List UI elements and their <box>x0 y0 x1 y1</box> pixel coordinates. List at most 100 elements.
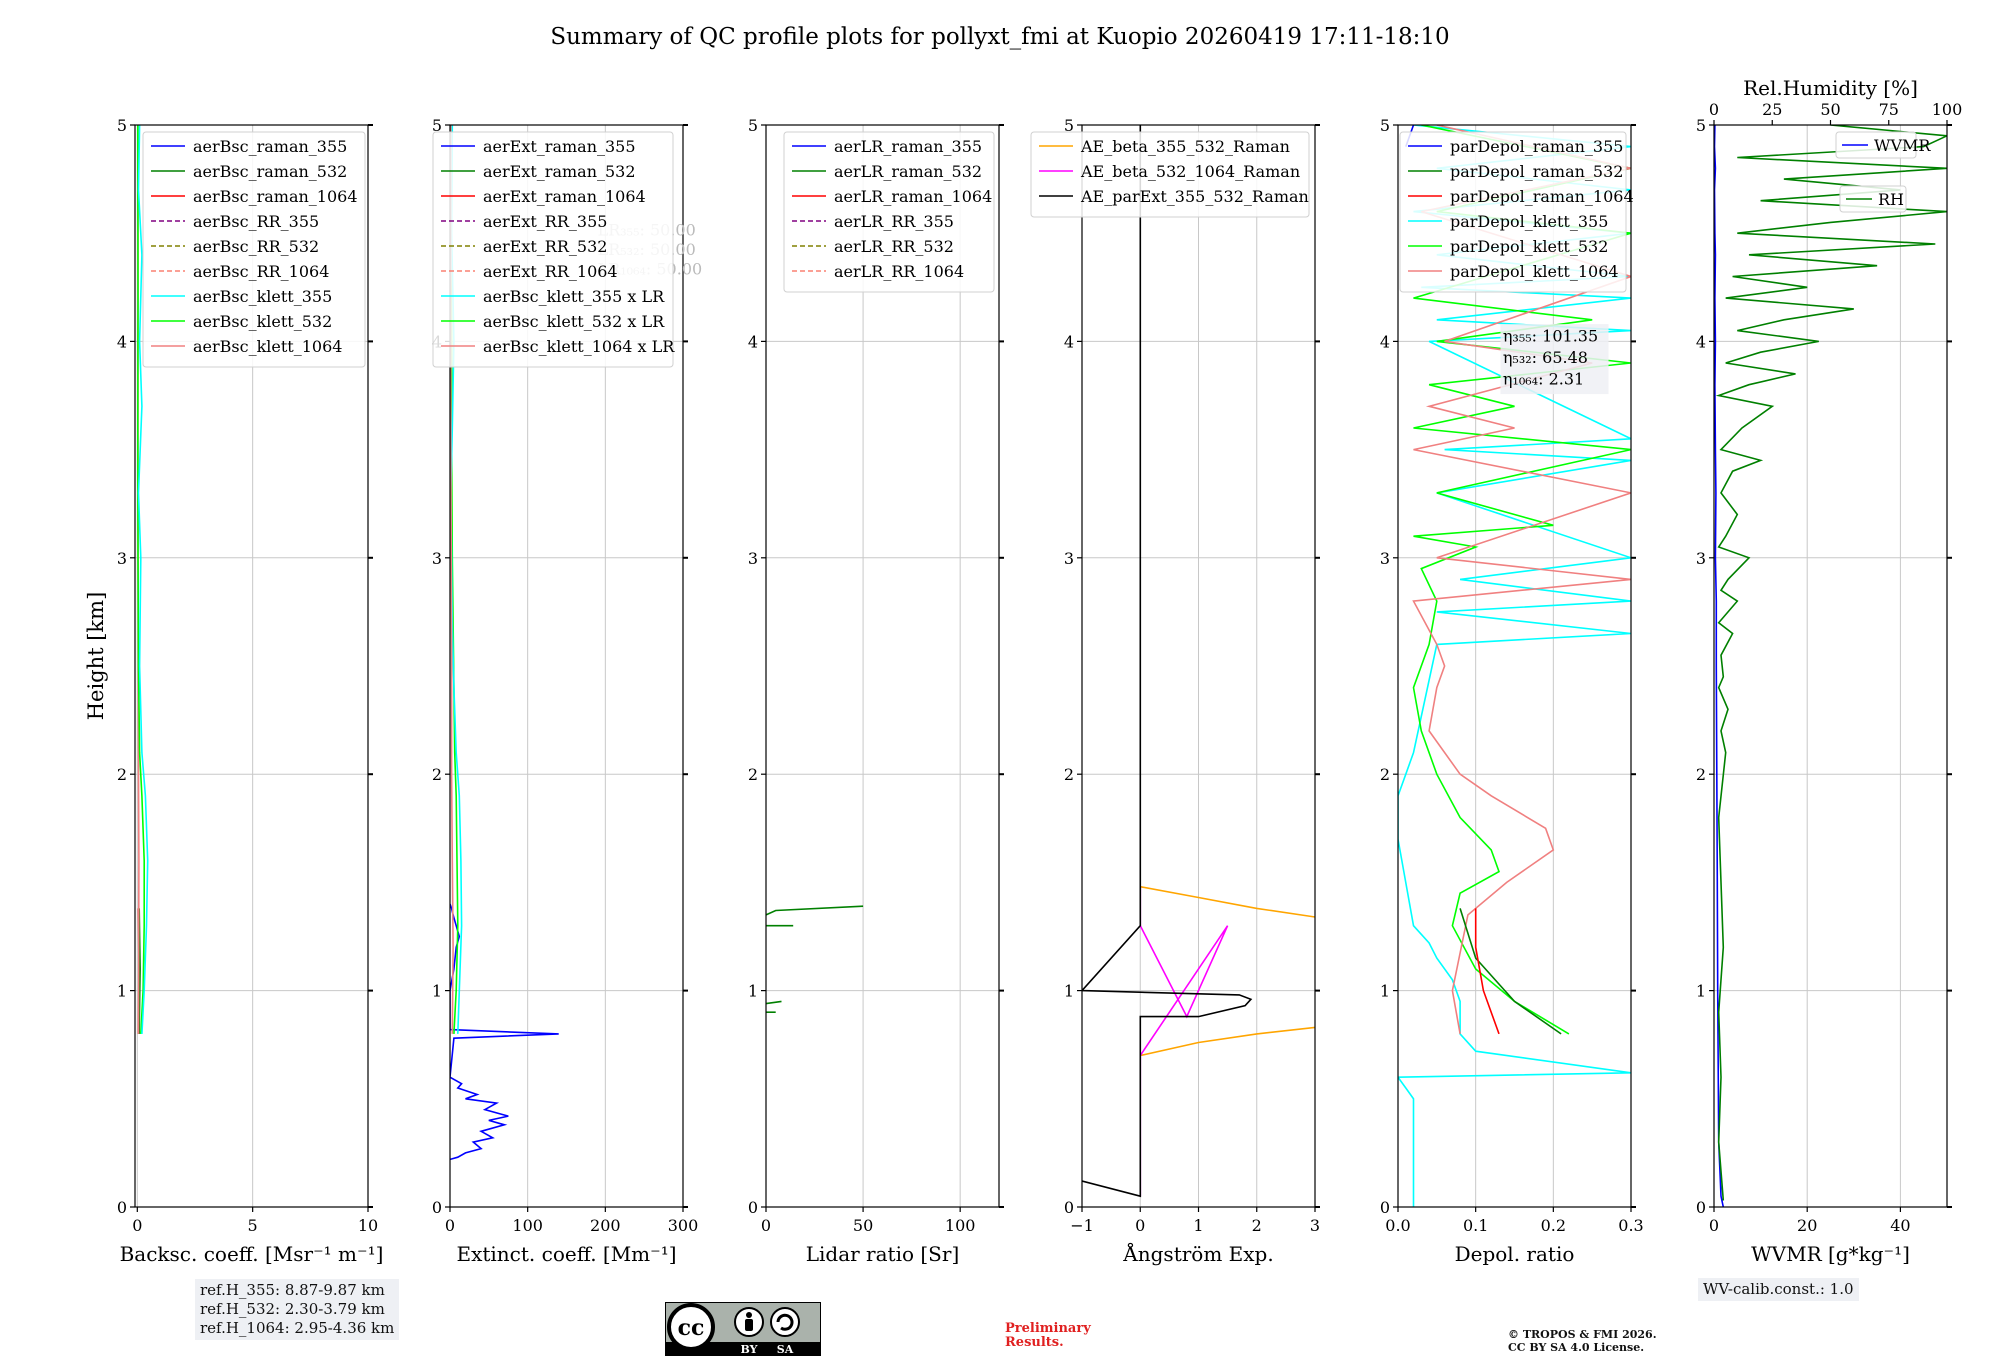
annotation-label: η₃₅₅: 101.35 <box>1503 326 1598 345</box>
x-tick-label: 0.1 <box>1463 1216 1488 1235</box>
y-tick-label: 3 <box>117 549 127 568</box>
legend-box <box>1839 185 1907 213</box>
top-x-tick-label: 50 <box>1820 100 1840 119</box>
y-tick-label: 1 <box>117 982 127 1001</box>
y-tick-label: 3 <box>432 549 442 568</box>
axes-frame <box>134 124 369 1208</box>
ref-height-355: ref.H_355: 8.87-9.87 km <box>200 1281 385 1299</box>
x-tick-label: 100 <box>945 1216 976 1235</box>
legend-label: parDepol_raman_1064 <box>1450 187 1634 206</box>
panel-ext: 0123450100200300Extinct. coeff. [Mm⁻¹]LR… <box>432 116 702 1266</box>
x-axis-label: Ångström Exp. <box>1122 1241 1273 1266</box>
legend-label: aerBsc_klett_1064 x LR <box>483 337 675 356</box>
x-tick-label: 300 <box>668 1216 699 1235</box>
y-tick-label: 5 <box>748 116 758 135</box>
x-tick-label: 0 <box>1135 1216 1145 1235</box>
x-tick-label: 200 <box>590 1216 621 1235</box>
legend-label: aerExt_RR_1064 <box>483 262 618 281</box>
legend-box <box>432 131 674 368</box>
legend-label: AE_beta_355_532_Raman <box>1080 137 1290 156</box>
axes-frame <box>449 124 684 1208</box>
x-tick-label: 3 <box>1310 1216 1320 1235</box>
y-tick-label: 0 <box>748 1198 758 1217</box>
legend-label: parDepol_raman_355 <box>1450 137 1623 156</box>
x-axis-label: Depol. ratio <box>1455 1242 1575 1266</box>
y-tick-label: 2 <box>117 765 127 784</box>
series-line <box>1459 908 1562 1035</box>
x-tick-label: 40 <box>1890 1216 1910 1235</box>
x-axis-label: Extinct. coeff. [Mm⁻¹] <box>456 1242 676 1266</box>
series-line <box>1139 886 1229 1197</box>
legend-label: aerExt_raman_355 <box>483 137 636 156</box>
y-axis-label: Height [km] <box>84 592 108 721</box>
legend-box <box>1835 131 1917 159</box>
legend-label: aerExt_raman_1064 <box>483 187 646 206</box>
x-tick-label: 10 <box>358 1216 378 1235</box>
cc-sa-label: SA <box>777 1343 794 1356</box>
legend-label: aerExt_RR_355 <box>483 212 607 231</box>
y-tick-label: 3 <box>1380 549 1390 568</box>
series-line <box>1140 1026 1315 1057</box>
x-tick-label: 0 <box>1709 1216 1719 1235</box>
legend-label: aerBsc_raman_355 <box>193 137 347 156</box>
y-tick-label: 0 <box>1696 1198 1706 1217</box>
legend-label: aerLR_RR_355 <box>834 212 954 231</box>
axes-frame <box>765 124 1000 1208</box>
legend-label: WVMR <box>1874 136 1931 155</box>
y-tick-label: 2 <box>748 765 758 784</box>
series-line <box>766 1000 782 1005</box>
series-line <box>137 125 149 1034</box>
ref-height-532: ref.H_532: 2.30-3.79 km <box>200 1300 385 1318</box>
legend-label: RH <box>1878 190 1904 209</box>
x-tick-label: 2 <box>1252 1216 1262 1235</box>
x-tick-label: 100 <box>512 1216 543 1235</box>
y-tick-label: 0 <box>1064 1198 1074 1217</box>
legend-label: aerLR_RR_1064 <box>834 262 964 281</box>
legend-label: aerBsc_klett_532 <box>193 312 332 331</box>
legend-label: aerLR_raman_1064 <box>834 187 992 206</box>
series-group <box>1714 125 1947 1207</box>
y-tick-label: 3 <box>748 549 758 568</box>
x-tick-label: 5 <box>248 1216 258 1235</box>
legend-label: aerLR_raman_532 <box>834 162 982 181</box>
legend-label: parDepol_klett_532 <box>1450 237 1608 256</box>
cc-license-badge: cc BY SA <box>665 1302 821 1356</box>
axes-frame <box>1397 124 1632 1208</box>
y-tick-label: 2 <box>1696 765 1706 784</box>
preliminary-line-1: Preliminary <box>1005 1321 1091 1336</box>
legend-box <box>783 131 995 293</box>
legend-label: aerBsc_RR_532 <box>193 237 319 256</box>
axes-frame <box>1713 124 1948 1208</box>
cc-by-label: BY <box>741 1343 758 1356</box>
x-axis-label: Backsc. coeff. [Msr⁻¹ m⁻¹] <box>120 1242 384 1266</box>
y-tick-label: 4 <box>117 332 127 351</box>
legend-label: aerBsc_klett_532 x LR <box>483 312 665 331</box>
x-tick-label: 0 <box>761 1216 771 1235</box>
y-tick-label: 5 <box>1380 116 1390 135</box>
series-line <box>1412 125 1631 1035</box>
panel-bsc: 0 1 2 3 4 5 0 5 10 Backsc. coeff. [Msr⁻¹ m⁻¹] aerB… <box>117 116 384 1266</box>
series-line <box>137 125 145 1034</box>
legend-label: aerBsc_RR_355 <box>193 212 319 231</box>
series-line <box>450 125 454 1034</box>
legend-label: parDepol_klett_1064 <box>1450 262 1619 281</box>
copyright-line-1: © TROPOS & FMI 2026. <box>1508 1328 1657 1341</box>
series-line <box>1082 125 1253 1198</box>
legend-box <box>142 131 366 368</box>
y-tick-label: 2 <box>1064 765 1074 784</box>
series-group <box>766 905 864 1014</box>
top-x-axis-label: Rel.Humidity [%] <box>1743 76 1918 100</box>
x-tick-label: 0 <box>132 1216 142 1235</box>
y-tick-label: 2 <box>1380 765 1390 784</box>
series-line <box>1140 885 1315 918</box>
panel-depol: 0 1 2 3 4 5 0.0 0.1 0.2 0.3 Depol. ratio η₃₅₅: 101.… <box>1380 116 1644 1266</box>
copyright-notice: © TROPOS & FMI 2026. CC BY SA 4.0 Licens… <box>1508 1328 1657 1354</box>
x-tick-label: 0.0 <box>1385 1216 1410 1235</box>
x-tick-label: 0.3 <box>1618 1216 1643 1235</box>
legend-label: aerBsc_raman_532 <box>193 162 347 181</box>
annotation-label: η₁₀₆₄: 2.31 <box>1503 370 1584 389</box>
eta-box <box>1500 324 1609 395</box>
